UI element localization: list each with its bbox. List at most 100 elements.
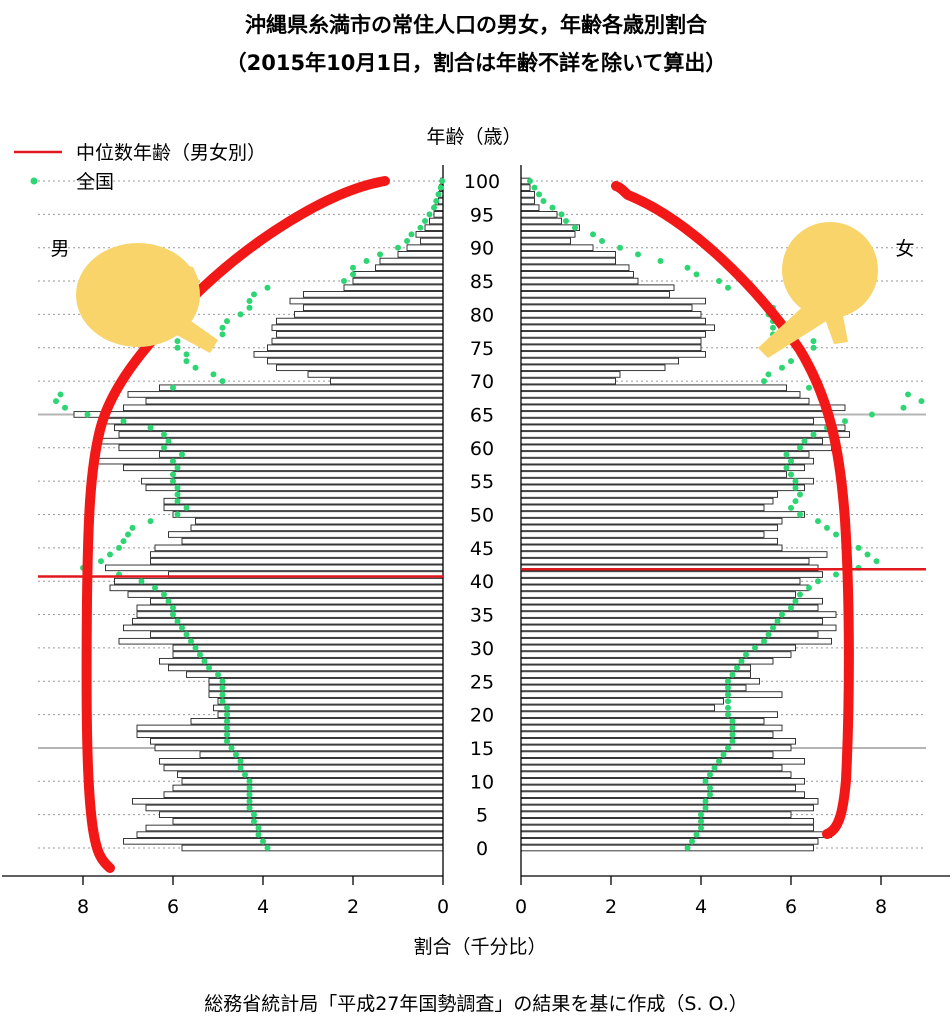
- national-dot-female: [810, 431, 817, 438]
- hand-finger: [128, 255, 200, 283]
- male-bar: [294, 311, 444, 318]
- female-bar: [520, 211, 558, 218]
- female-bar: [520, 597, 823, 605]
- national-dot-male: [84, 411, 91, 418]
- y-tick-label: 10: [470, 771, 494, 793]
- national-dot-male: [170, 384, 176, 391]
- male-bar: [172, 471, 444, 478]
- female-bar: [520, 531, 765, 538]
- national-dot-male: [219, 331, 226, 338]
- male-bar: [289, 297, 444, 305]
- x-tick-label-left: 2: [347, 896, 359, 918]
- female-bar: [520, 624, 837, 632]
- female-bar: [520, 284, 675, 292]
- female-bar: [520, 397, 810, 405]
- national-dot-male: [264, 845, 271, 851]
- female-bar: [520, 784, 796, 792]
- male-bar: [150, 631, 444, 638]
- national-dot-male: [120, 418, 127, 425]
- female-bar: [520, 377, 616, 385]
- national-dot-male: [224, 718, 230, 725]
- y-tick-label: 50: [470, 505, 494, 527]
- female-bar: [520, 691, 783, 698]
- national-dot-female: [689, 838, 695, 845]
- male-bar: [177, 491, 444, 498]
- y-tick-label: 70: [470, 371, 494, 393]
- female-bar: [520, 271, 634, 278]
- x-tick-label-right: 8: [875, 896, 887, 918]
- hand-finger: [820, 300, 848, 344]
- male-bar: [136, 724, 444, 732]
- national-dot-male: [174, 344, 181, 351]
- national-dot-male: [174, 484, 181, 491]
- national-dot-male: [435, 191, 442, 198]
- national-dot-female: [783, 464, 790, 471]
- national-dot-male: [219, 678, 226, 685]
- female-bar: [520, 671, 751, 678]
- national-dot-male: [116, 544, 122, 551]
- male-bar: [127, 591, 444, 598]
- national-dot-male: [183, 351, 190, 358]
- female-bar: [520, 311, 702, 318]
- female-bar: [520, 724, 783, 732]
- female-bar: [520, 684, 747, 692]
- male-bar: [91, 457, 444, 465]
- female-bar: [520, 651, 792, 658]
- male-bar: [181, 844, 444, 852]
- male-bar: [114, 577, 444, 585]
- national-dot-female: [725, 698, 731, 705]
- male-bar: [217, 697, 444, 705]
- legend-national-label: 全国: [76, 171, 114, 193]
- national-dot-female: [729, 731, 736, 738]
- national-dot-male: [98, 558, 104, 565]
- national-dot-male: [233, 751, 239, 758]
- national-dot-female: [693, 271, 700, 278]
- y-tick-label: 40: [470, 571, 494, 593]
- female-bar: [520, 717, 765, 725]
- male-bar: [267, 344, 444, 352]
- female-bar: [520, 737, 796, 745]
- female-bar: [520, 431, 850, 438]
- national-dot-female: [693, 831, 700, 838]
- female-bar: [520, 577, 801, 585]
- female-bar: [520, 557, 810, 565]
- axes: 0510152025303540455055606570758085909510…: [2, 165, 950, 918]
- hand-palm: [782, 222, 878, 318]
- female-bar: [520, 591, 796, 598]
- male-bar: [123, 404, 444, 412]
- female-bar: [520, 517, 783, 525]
- male-bar: [123, 464, 444, 472]
- national-dot-female: [905, 391, 911, 398]
- national-dot-male: [246, 798, 253, 805]
- male-bar: [186, 671, 444, 678]
- male-bar: [136, 604, 444, 612]
- x-tick-label-right: 4: [695, 896, 707, 918]
- national-dot-female: [761, 378, 767, 385]
- male-bar: [429, 217, 444, 225]
- national-dot-female: [806, 384, 812, 391]
- national-dot-female: [770, 624, 776, 631]
- national-dot-female: [810, 344, 817, 351]
- national-dot-male: [174, 511, 181, 518]
- male-bar: [208, 684, 444, 692]
- national-dot-female: [797, 511, 803, 518]
- female-bar: [520, 404, 846, 412]
- national-dot-female: [792, 598, 799, 605]
- male-bar: [105, 417, 444, 425]
- male-bar: [163, 504, 444, 512]
- national-dot-female: [765, 371, 772, 378]
- female-bar: [520, 844, 814, 852]
- y-tick-label: 20: [470, 705, 494, 727]
- male-bar: [118, 444, 444, 452]
- y-tick-label: 35: [470, 605, 494, 627]
- national-dot-female: [788, 358, 794, 365]
- female-bar: [520, 537, 778, 545]
- female-bar: [520, 451, 810, 458]
- male-bar: [172, 511, 444, 518]
- national-dot-female: [864, 551, 871, 558]
- national-dot-male: [138, 578, 145, 585]
- male-bar: [159, 811, 444, 818]
- female-bar: [520, 231, 576, 238]
- national-dot-male: [174, 338, 181, 345]
- national-dot-male: [251, 291, 257, 298]
